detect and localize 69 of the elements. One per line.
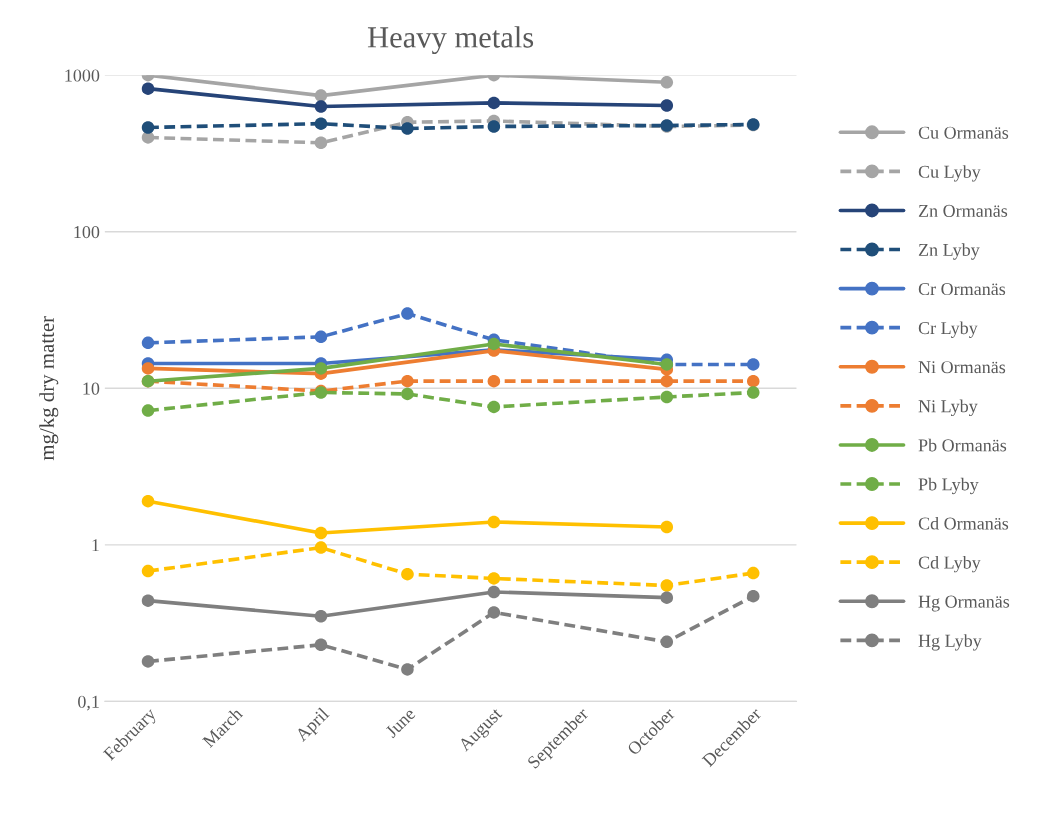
point <box>487 515 501 529</box>
legend-label: Cr Lyby <box>918 321 978 338</box>
chart-title: Heavy metals <box>367 26 534 54</box>
point <box>141 362 155 375</box>
point <box>141 594 155 607</box>
point <box>660 99 674 112</box>
point <box>747 374 760 388</box>
point <box>487 96 501 110</box>
y-tick-label: 10 <box>83 382 100 395</box>
point <box>660 520 674 534</box>
point <box>141 336 155 350</box>
point <box>141 82 155 95</box>
point <box>747 358 760 371</box>
legend-label: Hg Lyby <box>918 634 982 651</box>
point <box>314 330 328 344</box>
legend-label: Ni Ormanäs <box>918 361 1006 374</box>
point <box>314 526 328 540</box>
point <box>487 572 501 585</box>
legend-label: Pb Ormanäs <box>918 438 1007 452</box>
point <box>487 337 501 351</box>
point <box>487 585 501 599</box>
legend-label: Cd Lyby <box>918 555 981 573</box>
legend-label: Pb Lyby <box>918 477 979 495</box>
legend-label: Hg Ormanäs <box>918 595 1010 612</box>
point <box>314 89 328 102</box>
point <box>141 655 155 668</box>
legend-label: Zn Ormanäs <box>918 204 1008 217</box>
point <box>660 635 674 649</box>
point <box>660 579 674 592</box>
point <box>141 564 155 578</box>
point <box>314 609 328 623</box>
point <box>141 121 155 134</box>
point <box>401 387 414 401</box>
point <box>487 400 501 414</box>
point <box>401 122 414 135</box>
y-axis-title: mg/kg dry matter <box>39 316 59 461</box>
point <box>660 591 674 604</box>
point <box>141 404 155 417</box>
legend-label: Cd Ormanäs <box>918 516 1009 530</box>
point <box>660 374 674 388</box>
legend-label: Ni Lyby <box>918 399 978 417</box>
y-tick-label: 0,1 <box>78 695 99 711</box>
point <box>660 390 674 404</box>
point <box>487 606 501 619</box>
point <box>487 374 501 388</box>
point <box>314 117 328 130</box>
y-tick-label: 100 <box>74 225 100 239</box>
y-tick-label: 1000 <box>65 69 100 82</box>
legend-label: Cu Ormanäs <box>918 126 1009 139</box>
point <box>314 136 328 149</box>
point <box>401 567 414 581</box>
point <box>747 386 760 399</box>
legend-label: Cr Ormanäs <box>918 282 1006 296</box>
point <box>747 566 760 580</box>
x-tick-label: June <box>384 707 416 739</box>
legend-label: Cu Lyby <box>918 165 981 182</box>
y-tick-label: 1 <box>92 539 99 552</box>
point <box>747 589 760 603</box>
point <box>660 76 674 89</box>
point <box>314 638 328 652</box>
point <box>314 100 328 113</box>
point <box>401 663 414 676</box>
point <box>141 494 155 508</box>
point <box>487 120 501 133</box>
point <box>401 374 414 388</box>
point <box>401 307 414 320</box>
point <box>314 362 328 375</box>
point <box>314 541 328 554</box>
legend-label: Zn Lyby <box>918 243 980 260</box>
